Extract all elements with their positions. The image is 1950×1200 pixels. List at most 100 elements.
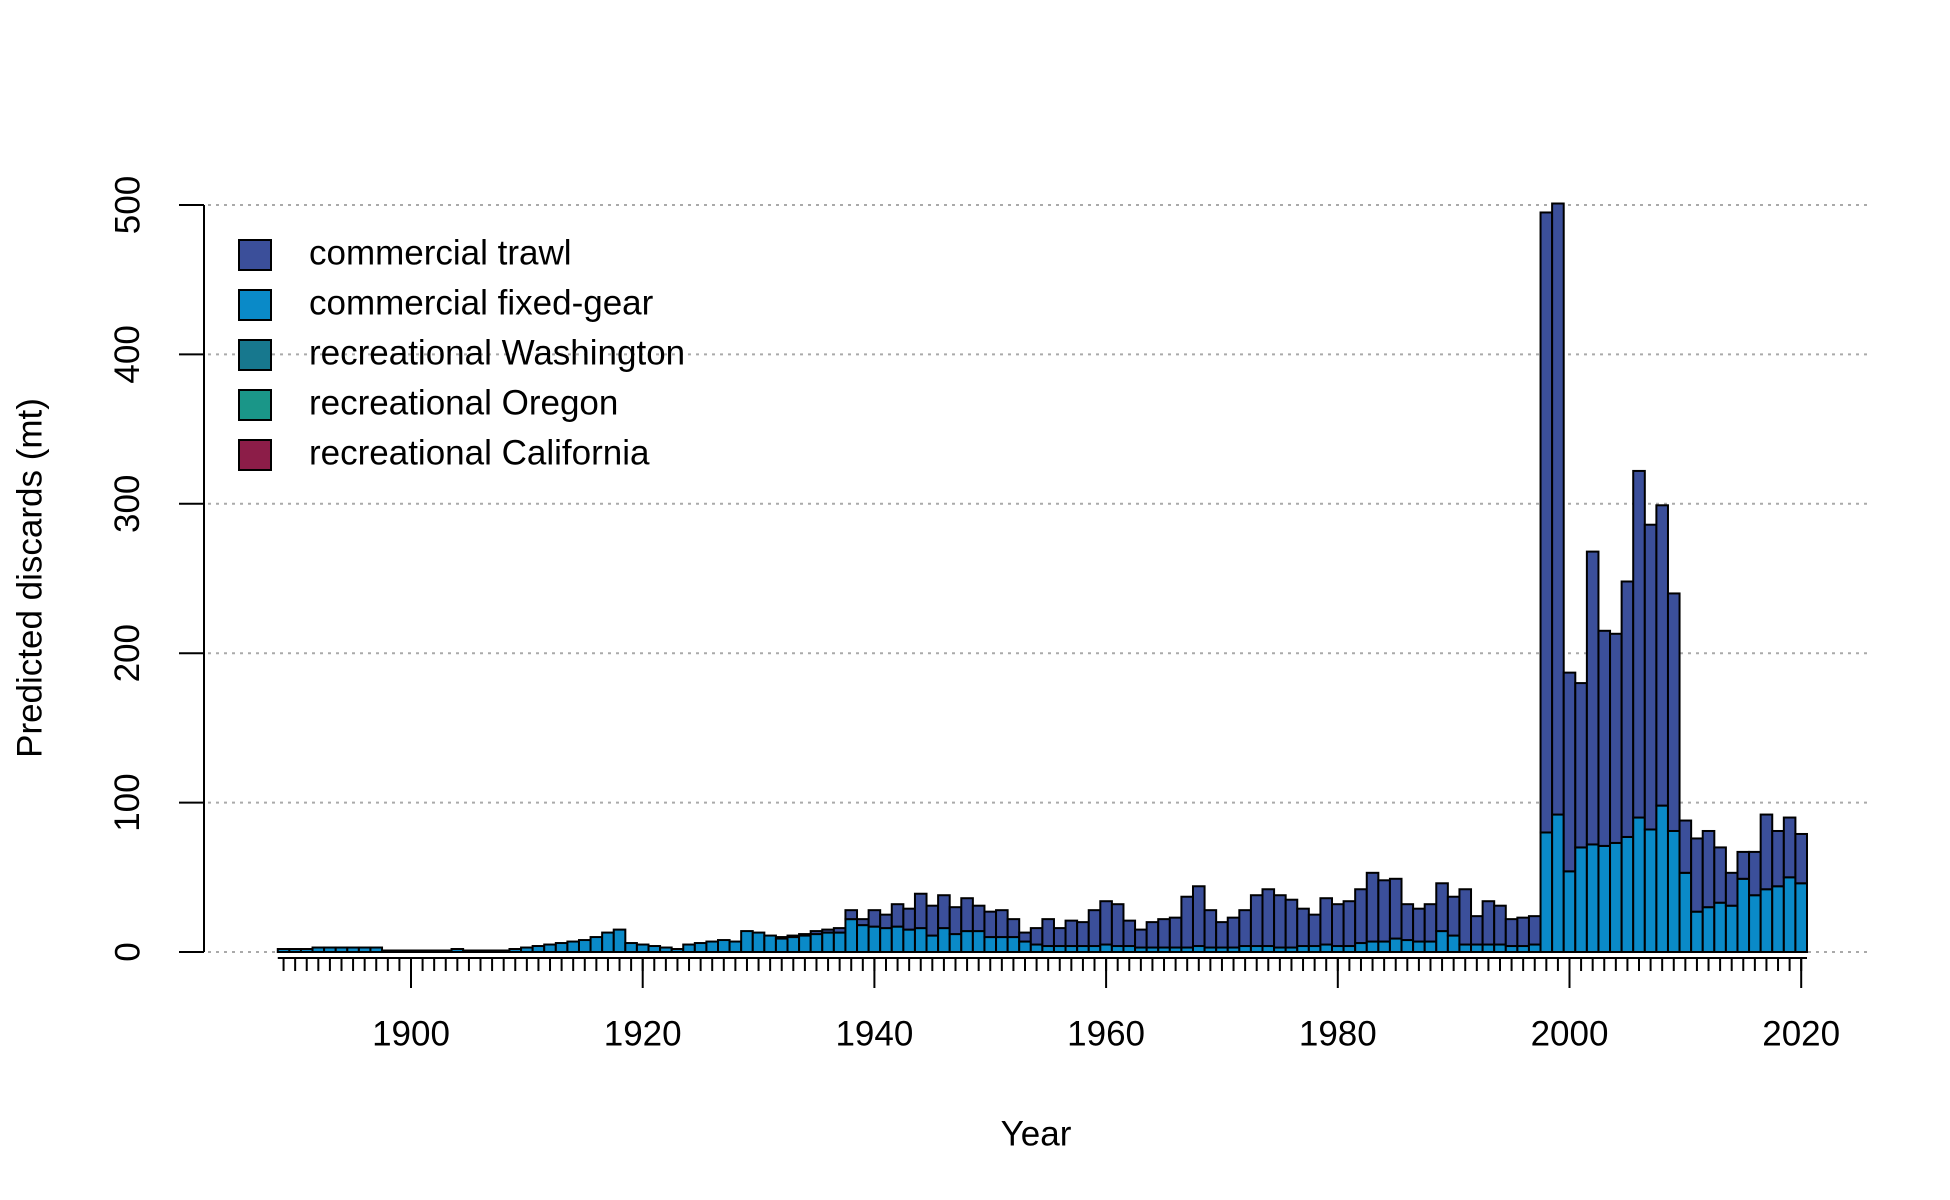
bar-segment bbox=[334, 946, 349, 954]
bar-segment bbox=[763, 934, 777, 953]
bar-segment bbox=[577, 939, 592, 953]
y-tick-label: 300 bbox=[108, 475, 147, 533]
bar-segment bbox=[717, 939, 731, 953]
bar-segment bbox=[520, 946, 534, 954]
bar-segment bbox=[612, 928, 627, 954]
bar-segment bbox=[624, 942, 638, 954]
bar-segment bbox=[1690, 837, 1704, 913]
bar-segment bbox=[659, 946, 673, 954]
bar-segment bbox=[1226, 916, 1241, 949]
y-tick-label: 500 bbox=[108, 176, 147, 234]
bar-segment bbox=[774, 936, 789, 940]
legend: commercial trawl commercial fixed-gear rec… bbox=[238, 233, 685, 472]
bar-segment bbox=[821, 928, 835, 934]
bar-segment bbox=[1203, 909, 1218, 949]
bar-segment bbox=[1794, 882, 1808, 953]
bar-segment bbox=[1759, 888, 1774, 954]
bar-segment bbox=[1307, 913, 1322, 948]
bar-segment bbox=[937, 927, 951, 954]
bar-segment bbox=[1562, 671, 1577, 873]
bar-segment bbox=[589, 936, 604, 953]
bar-segment bbox=[1655, 504, 1669, 807]
bar-segment bbox=[1493, 904, 1507, 946]
x-tick-label: 2020 bbox=[1762, 1014, 1840, 1053]
bar-segment bbox=[1261, 888, 1276, 948]
x-tick-label: 1980 bbox=[1299, 1014, 1377, 1053]
bar-segment bbox=[1064, 919, 1079, 948]
bar-segment bbox=[1110, 903, 1125, 948]
bar-segment bbox=[1006, 918, 1021, 939]
bar-segment bbox=[1365, 940, 1380, 953]
bar-segment bbox=[832, 931, 847, 954]
bar-segment bbox=[890, 903, 905, 928]
bar-segment bbox=[1701, 829, 1716, 909]
y-tick-label: 400 bbox=[108, 325, 147, 383]
bar-segment bbox=[554, 942, 569, 954]
legend-label: recreational Oregon bbox=[309, 383, 618, 422]
bar-segment bbox=[856, 918, 870, 927]
bar-segment bbox=[392, 949, 407, 953]
bar-segment bbox=[1319, 897, 1334, 946]
bar-segment bbox=[809, 933, 824, 954]
bar-segment bbox=[682, 943, 696, 954]
bar-segment bbox=[693, 942, 708, 954]
bar-segment bbox=[1319, 943, 1334, 954]
bar-segment bbox=[925, 904, 940, 937]
bar-segment bbox=[1435, 930, 1449, 953]
bar-segment bbox=[450, 948, 465, 954]
bar-segment bbox=[983, 910, 998, 939]
bar-segment bbox=[1134, 928, 1148, 949]
bar-segment bbox=[844, 918, 859, 954]
bar-segment bbox=[1018, 931, 1032, 943]
bar-segment bbox=[809, 930, 824, 936]
y-tick-label: 100 bbox=[108, 773, 147, 831]
legend-swatch bbox=[238, 439, 272, 471]
bar-segment bbox=[1470, 915, 1484, 946]
bar-segment bbox=[299, 948, 314, 954]
bar-segment bbox=[1249, 894, 1264, 948]
legend-swatch bbox=[238, 339, 272, 371]
bar-segment bbox=[508, 948, 523, 954]
bar-segment bbox=[913, 892, 928, 930]
bar-segment bbox=[1782, 816, 1797, 879]
bar-segment bbox=[971, 904, 986, 933]
bar-segment bbox=[357, 946, 372, 954]
bar-segment bbox=[427, 949, 441, 953]
bar-segment bbox=[473, 949, 488, 953]
bar-segment bbox=[1643, 828, 1658, 954]
bar-segment bbox=[1018, 940, 1032, 953]
bar-segment bbox=[1678, 871, 1693, 953]
bar-segment bbox=[1400, 903, 1415, 942]
bar-segment bbox=[485, 949, 499, 953]
bar-segment bbox=[1643, 523, 1658, 831]
bar-segment bbox=[1516, 916, 1530, 948]
bar-segment bbox=[740, 930, 754, 953]
bar-segment bbox=[1365, 871, 1380, 943]
bar-segment bbox=[323, 946, 337, 954]
bar-segment bbox=[1481, 900, 1496, 946]
bar-segment bbox=[1354, 942, 1368, 954]
bar-segment bbox=[1736, 877, 1751, 954]
bar-segment bbox=[1713, 901, 1727, 953]
legend-swatch bbox=[238, 239, 272, 271]
bar-segment bbox=[1435, 882, 1449, 933]
bar-segment bbox=[531, 945, 546, 953]
bar-segment bbox=[1052, 927, 1067, 948]
bar-segment bbox=[1238, 909, 1252, 948]
bar-segment bbox=[1388, 877, 1403, 940]
bar-segment bbox=[1458, 888, 1473, 946]
legend-label: commercial trawl bbox=[309, 233, 572, 272]
bar-segment bbox=[1006, 936, 1021, 953]
bar-segment bbox=[879, 927, 893, 954]
bar-segment bbox=[902, 907, 916, 931]
bar-segment bbox=[1180, 895, 1194, 949]
bar-segment bbox=[1029, 943, 1044, 954]
bar-segment bbox=[1748, 850, 1762, 897]
bar-segment bbox=[1782, 876, 1797, 953]
bar-segment bbox=[1748, 894, 1762, 954]
bar-segment bbox=[1377, 940, 1391, 953]
bar-segment bbox=[1597, 844, 1612, 954]
bar-segment bbox=[1215, 921, 1229, 949]
bar-segment bbox=[415, 949, 430, 953]
